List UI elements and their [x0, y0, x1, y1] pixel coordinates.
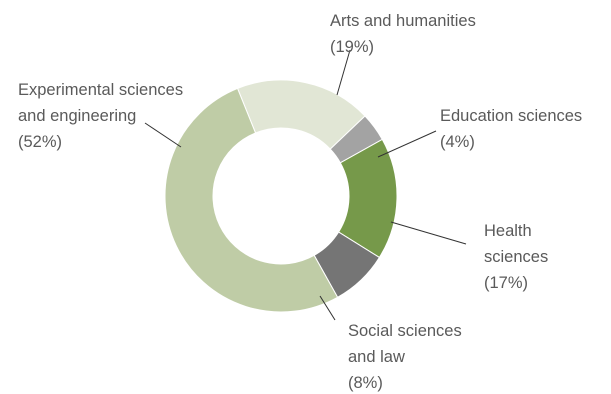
- slice-experimental-sciences-and-engineering: [164, 87, 339, 313]
- label-health-1: Health: [484, 222, 532, 240]
- label-social-line1: Social sciences: [348, 322, 462, 340]
- donut-slices: [164, 79, 398, 313]
- label-experimental-line3: (52%): [18, 133, 62, 151]
- label-health-line1: Health: [484, 222, 532, 240]
- label-arts-pct: (19%): [330, 38, 374, 56]
- leader-line-education: [377, 130, 437, 158]
- label-health-line3: (17%): [484, 274, 528, 292]
- leader-line-health: [390, 221, 467, 245]
- label-health-line2: sciences: [484, 248, 548, 266]
- leader-line-social: [319, 295, 336, 321]
- label-social-line3: (8%): [348, 374, 383, 392]
- label-education-line1: Education sciences: [440, 107, 582, 125]
- label-experimental-3: (52%): [18, 133, 62, 151]
- label-health-3: (17%): [484, 274, 528, 292]
- label-experimental-2: and engineering: [18, 107, 136, 125]
- label-education-line2: (4%): [440, 133, 475, 151]
- label-health-2: sciences: [484, 248, 548, 266]
- label-social-3: (8%): [348, 374, 383, 392]
- label-experimental-line2: and engineering: [18, 107, 136, 125]
- label-experimental-line1: Experimental sciences: [18, 81, 183, 99]
- label-social-line2: and law: [348, 348, 405, 366]
- label-arts-line2: (19%): [330, 38, 374, 56]
- label-education-pct: (4%): [440, 133, 475, 151]
- label-education: Education sciences: [440, 107, 582, 125]
- label-social-2: and law: [348, 348, 405, 366]
- leader-line-arts: [336, 49, 351, 96]
- leader-line-experimental: [144, 122, 182, 148]
- label-arts: Arts and humanities: [330, 12, 476, 30]
- label-experimental-1: Experimental sciences: [18, 81, 183, 99]
- label-arts-line1: Arts and humanities: [330, 12, 476, 30]
- label-social-1: Social sciences: [348, 322, 462, 340]
